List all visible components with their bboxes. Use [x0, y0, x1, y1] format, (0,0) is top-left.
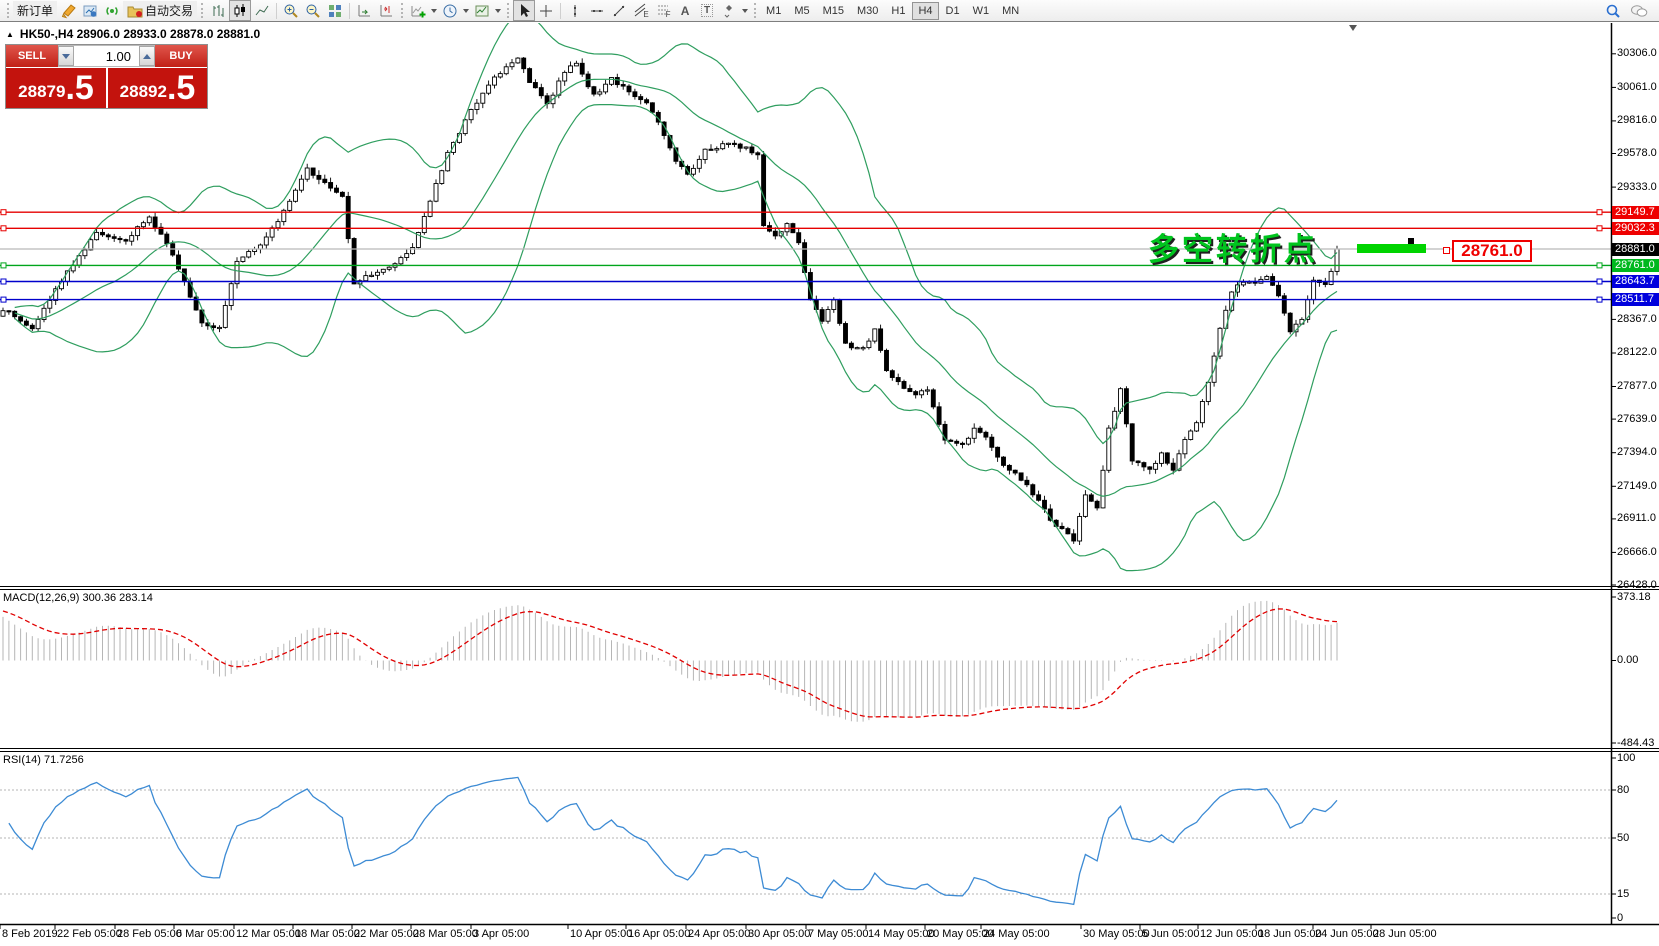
timeframe-toolbar: M1 M5 M15 M30 H1 H4 D1 W1 MN	[760, 1, 1025, 20]
timeframe-button-h1[interactable]: H1	[891, 4, 906, 17]
chart-title-row: ▲ HK50-,H4 28906.0 28933.0 28878.0 28881…	[6, 27, 260, 41]
zoom-out-icon[interactable]	[302, 0, 324, 21]
chart-shift-marker[interactable]	[1349, 25, 1357, 31]
one-click-top-row: SELL 1.00 BUY	[6, 45, 207, 67]
candlesticks-layer	[0, 57, 1340, 545]
toolbar-grip	[754, 3, 757, 18]
autotrade-folder-icon	[127, 6, 143, 17]
line-chart-icon[interactable]	[251, 0, 273, 21]
vertical-line-tool-icon[interactable]	[564, 0, 586, 21]
ask-price[interactable]: 28892.5	[119, 69, 196, 107]
chart-shift-icon[interactable]	[375, 0, 397, 21]
horizontal-lines-layer	[0, 209, 1611, 303]
volume-increase-button[interactable]	[139, 46, 155, 66]
panel-divider	[106, 68, 108, 108]
toolbar-separator	[560, 2, 562, 19]
sell-button[interactable]: SELL	[6, 45, 58, 67]
chat-icon[interactable]	[1628, 0, 1650, 21]
trendline-tool-icon[interactable]	[608, 0, 630, 21]
toolbar-separator	[276, 2, 278, 19]
bollinger-bands	[14, 23, 1338, 572]
zoom-in-icon[interactable]	[280, 0, 302, 21]
line-handle[interactable]	[0, 278, 7, 285]
line-handle[interactable]	[1596, 225, 1603, 232]
text-label-tool-icon[interactable]: T	[696, 0, 718, 21]
fibonacci-tool-icon[interactable]: F	[652, 0, 674, 21]
line-handle[interactable]	[1596, 262, 1603, 269]
panel-divider	[6, 67, 207, 68]
templates-dropdown[interactable]	[495, 8, 502, 13]
line-handle[interactable]	[0, 296, 7, 303]
macd-indicator-label: MACD(12,26,9) 300.36 283.14	[3, 592, 153, 604]
macd-signal-line	[2, 608, 1338, 718]
macd-histogram	[2, 600, 1338, 722]
callout-anchor-handle[interactable]	[1443, 247, 1450, 254]
timeframe-button-d1[interactable]: D1	[945, 4, 960, 17]
caret-up-icon	[143, 53, 151, 59]
timeframe-button-mn[interactable]: MN	[1002, 4, 1020, 17]
horizontal-line-tool-icon[interactable]	[586, 0, 608, 21]
templates-icon[interactable]	[471, 0, 493, 21]
crosshair-icon[interactable]	[535, 0, 557, 21]
toolbar-separator	[349, 2, 351, 19]
arrows-tool-icon[interactable]	[718, 0, 740, 21]
price-callout-label[interactable]: 28761.0	[1452, 240, 1532, 262]
annotation-text[interactable]: 多空转折点	[1148, 232, 1318, 267]
line-handle[interactable]	[0, 262, 7, 269]
periods-dropdown[interactable]	[463, 8, 470, 13]
auto-scroll-icon[interactable]	[353, 0, 375, 21]
market-watch-icon[interactable]	[79, 0, 101, 21]
highlighter-icon[interactable]	[57, 0, 79, 21]
new-order-button[interactable]: 新订单	[13, 1, 58, 20]
one-click-trading-panel: SELL 1.00 BUY 28879.5 28892.5	[5, 44, 208, 109]
periods-clock-icon[interactable]	[439, 0, 461, 21]
line-handle[interactable]	[1596, 278, 1603, 285]
rsi-layer	[0, 776, 1611, 906]
panel-collapse-toggle[interactable]: ▲	[6, 29, 14, 39]
timeframe-button-h4[interactable]: H4	[912, 1, 939, 20]
timeframe-button-m5[interactable]: M5	[794, 4, 810, 17]
panel-borders	[0, 23, 1659, 929]
toolbar-grip	[201, 3, 204, 18]
toolbar-grip	[401, 3, 404, 18]
autotrade-button[interactable]: 自动交易	[123, 1, 198, 20]
arrows-dropdown[interactable]	[742, 8, 749, 13]
volume-stepper: 1.00	[58, 45, 155, 67]
line-handle[interactable]	[0, 209, 7, 216]
add-indicator-dropdown[interactable]	[431, 8, 438, 13]
search-icon[interactable]	[1602, 0, 1624, 21]
cursor-icon[interactable]	[513, 0, 536, 21]
tile-windows-icon[interactable]	[324, 0, 346, 21]
text-tool-icon[interactable]: A	[680, 3, 690, 18]
rsi-indicator-label: RSI(14) 71.7256	[3, 754, 84, 766]
bid-price[interactable]: 28879.5	[18, 69, 94, 107]
timeframe-button-m15[interactable]: M15	[822, 4, 844, 17]
line-handle[interactable]	[0, 225, 7, 232]
timeframe-button-m30[interactable]: M30	[857, 4, 879, 17]
buy-button[interactable]: BUY	[155, 45, 207, 67]
caret-down-icon	[62, 53, 70, 59]
toolbar: 新订单 自动交易	[0, 0, 1659, 22]
rsi-line	[8, 776, 1338, 906]
signal-icon[interactable]	[101, 0, 123, 21]
candlestick-chart-icon[interactable]	[229, 0, 252, 21]
toolbar-grip	[507, 3, 510, 18]
annotation-rectangle[interactable]	[1357, 244, 1426, 253]
chart-symbol-title: HK50-,H4 28906.0 28933.0 28878.0 28881.0	[19, 27, 261, 41]
volume-decrease-button[interactable]	[58, 46, 74, 66]
line-handle[interactable]	[1596, 296, 1603, 303]
line-handle[interactable]	[1596, 209, 1603, 216]
timeframe-button-m1[interactable]: M1	[766, 4, 782, 17]
toolbar-grip	[7, 3, 9, 18]
bar-chart-icon[interactable]	[207, 0, 229, 21]
channel-tool-icon[interactable]: E	[630, 0, 652, 21]
timeframe-button-w1[interactable]: W1	[972, 4, 990, 17]
autotrade-label: 自动交易	[145, 4, 194, 18]
volume-input[interactable]: 1.00	[74, 46, 139, 66]
add-indicator-icon[interactable]	[407, 0, 429, 21]
